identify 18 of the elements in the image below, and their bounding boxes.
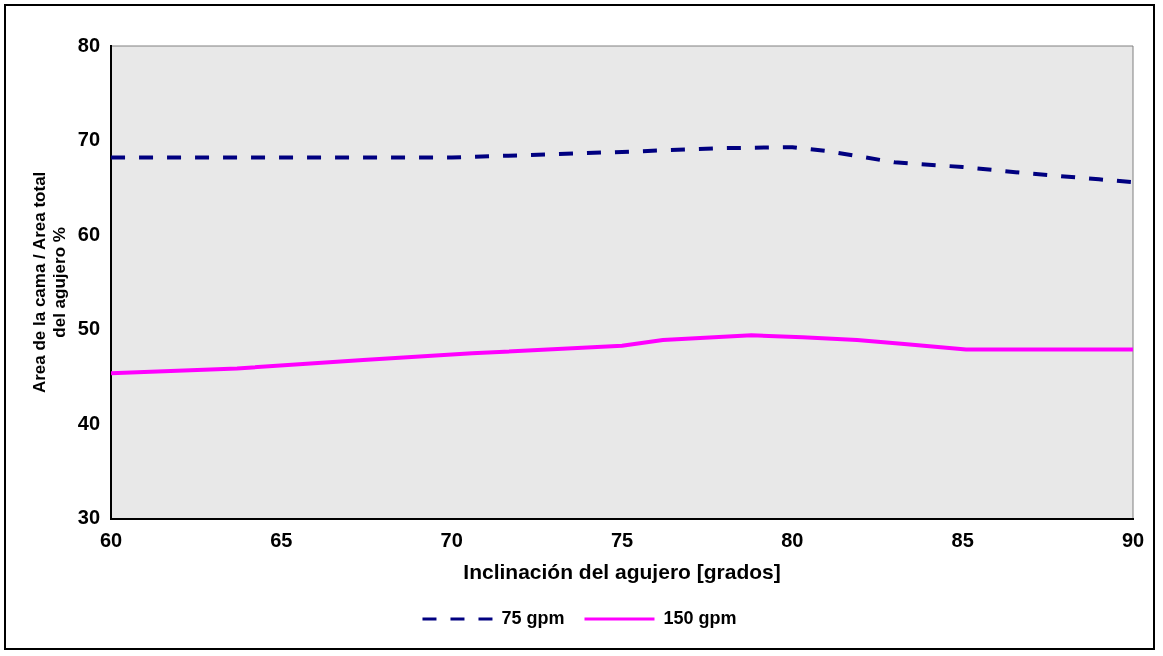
legend-label: 150 gpm <box>663 607 737 628</box>
y-axis-title: Area de la cama / Area total del agujero % <box>29 171 70 394</box>
x-tick-label: 65 <box>270 529 293 552</box>
y-tick-label: 60 <box>77 222 101 245</box>
x-tick-label: 60 <box>99 529 123 552</box>
y-tick-label: 80 <box>77 33 101 56</box>
x-tick-label: 75 <box>610 529 634 552</box>
x-tick-label: 80 <box>781 529 804 552</box>
y-tick-label: 40 <box>77 411 101 434</box>
x-tick-label: 90 <box>1121 529 1145 552</box>
line-series <box>111 145 1133 185</box>
y-tick-label: 70 <box>77 128 101 151</box>
x-axis-title: Inclinación del agujero [grados] <box>463 560 781 584</box>
x-tick-label: 85 <box>951 529 974 552</box>
y-tick-label: 50 <box>77 317 101 340</box>
legend-label: 75 gpm <box>501 607 565 628</box>
y-tick-label: 30 <box>77 506 101 529</box>
x-tick-label: 70 <box>440 529 463 552</box>
